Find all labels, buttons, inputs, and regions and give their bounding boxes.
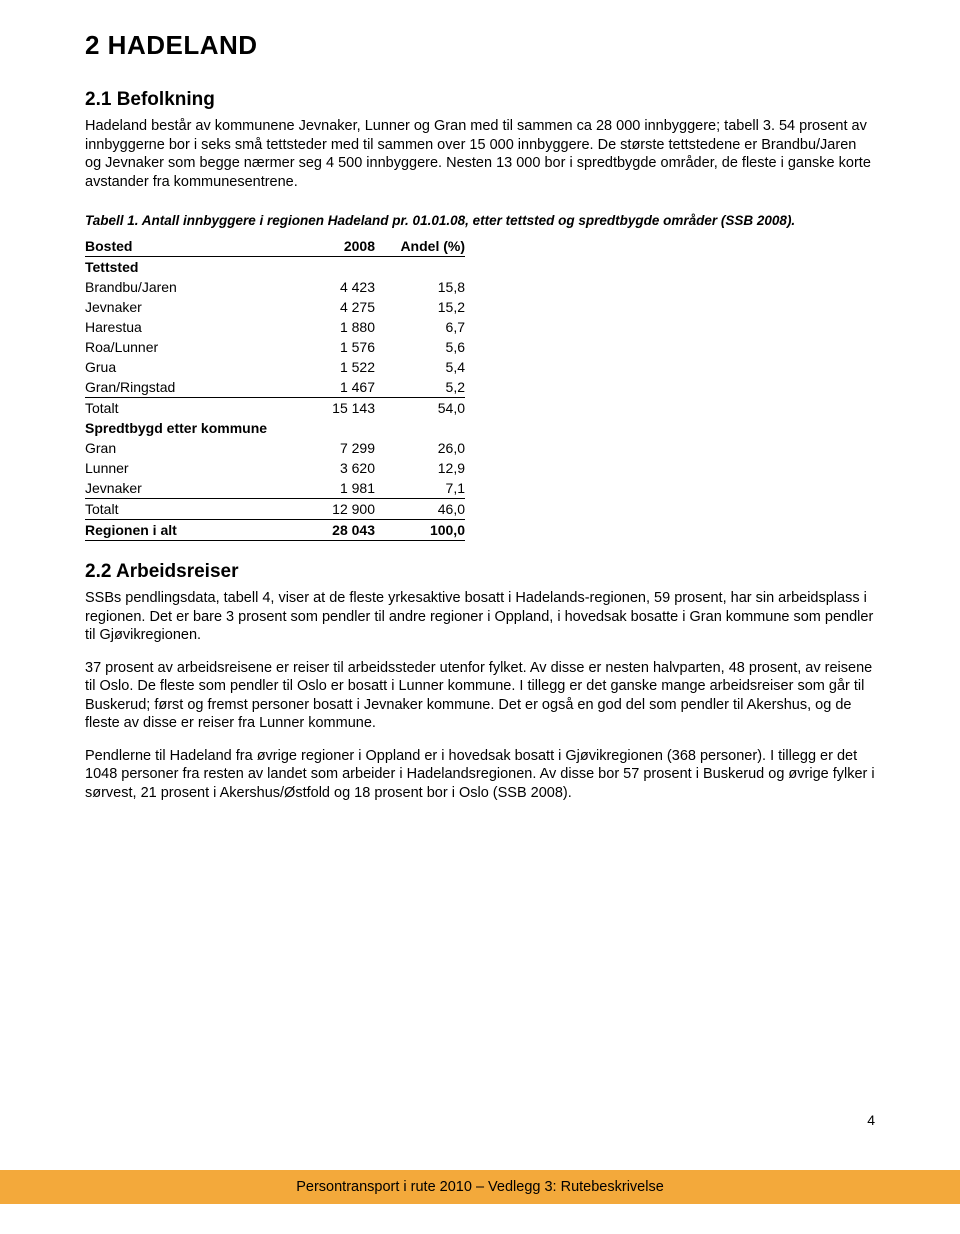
table-caption: Tabell 1. Antall innbyggere i regionen H… [85,213,875,230]
section-heading-befolkning: 2.1 Befolkning [85,89,875,111]
table-row: Grua 1 522 5,4 [85,357,465,377]
table-cell: 1 467 [295,377,375,398]
table-cell: Totalt [85,398,295,419]
table-header: Andel (%) [375,236,465,257]
table-cell [295,418,375,438]
table-cell [375,418,465,438]
section-heading-arbeidsreiser: 2.2 Arbeidsreiser [85,561,875,583]
table-header-row: Bosted 2008 Andel (%) [85,236,465,257]
table-cell [295,257,375,278]
paragraph: 37 prosent av arbeidsreisene er reiser t… [85,659,875,733]
table-row: Lunner 3 620 12,9 [85,458,465,478]
table-row: Gran/Ringstad 1 467 5,2 [85,377,465,398]
table-cell: 5,2 [375,377,465,398]
table-cell: Regionen i alt [85,520,295,541]
table-cell: Gran [85,438,295,458]
table-row: Jevnaker 4 275 15,2 [85,297,465,317]
table-befolkning: Bosted 2008 Andel (%) Tettsted Brandbu/J… [85,236,465,541]
table-total-row: Totalt 15 143 54,0 [85,398,465,419]
table-cell: 12,9 [375,458,465,478]
table-cell: 15,2 [375,297,465,317]
table-cell: Spredtbygd etter kommune [85,418,295,438]
table-cell: Totalt [85,499,295,520]
table-cell: 1 576 [295,337,375,357]
table-cell: 15 143 [295,398,375,419]
table-cell: 100,0 [375,520,465,541]
chapter-heading: 2 HADELAND [85,30,875,61]
table-cell: Jevnaker [85,297,295,317]
table-cell: 28 043 [295,520,375,541]
paragraph: Pendlerne til Hadeland fra øvrige region… [85,747,875,803]
table-section-row: Tettsted [85,257,465,278]
paragraph: SSBs pendlingsdata, tabell 4, viser at d… [85,589,875,645]
table-cell: 3 620 [295,458,375,478]
page-content: 2 HADELAND 2.1 Befolkning Hadeland bestå… [0,0,960,1170]
table-cell: Grua [85,357,295,377]
page-number: 4 [867,1112,875,1128]
table-cell: Harestua [85,317,295,337]
table-cell: 6,7 [375,317,465,337]
table-cell: 1 981 [295,478,375,499]
footer-text: Persontransport i rute 2010 – Vedlegg 3:… [296,1179,664,1195]
table-cell: 5,6 [375,337,465,357]
table-region-total-row: Regionen i alt 28 043 100,0 [85,520,465,541]
table-total-row: Totalt 12 900 46,0 [85,499,465,520]
table-row: Brandbu/Jaren 4 423 15,8 [85,277,465,297]
footer-bar: Persontransport i rute 2010 – Vedlegg 3:… [0,1170,960,1204]
table-cell: 12 900 [295,499,375,520]
table-cell: 46,0 [375,499,465,520]
table-cell: 1 880 [295,317,375,337]
paragraph: Hadeland består av kommunene Jevnaker, L… [85,117,875,191]
table-cell: Jevnaker [85,478,295,499]
table-cell: 1 522 [295,357,375,377]
table-row: Jevnaker 1 981 7,1 [85,478,465,499]
table-cell: 26,0 [375,438,465,458]
table-cell: Tettsted [85,257,295,278]
table-cell: Lunner [85,458,295,478]
table-cell: Gran/Ringstad [85,377,295,398]
table-cell: 4 275 [295,297,375,317]
table-cell: Roa/Lunner [85,337,295,357]
table-cell: Brandbu/Jaren [85,277,295,297]
table-header: 2008 [295,236,375,257]
table-cell [375,257,465,278]
table-cell: 54,0 [375,398,465,419]
table-cell: 7 299 [295,438,375,458]
table-row: Harestua 1 880 6,7 [85,317,465,337]
table-cell: 4 423 [295,277,375,297]
table-row: Gran 7 299 26,0 [85,438,465,458]
table-row: Roa/Lunner 1 576 5,6 [85,337,465,357]
table-cell: 7,1 [375,478,465,499]
table-cell: 15,8 [375,277,465,297]
table-header: Bosted [85,236,295,257]
table-section-row: Spredtbygd etter kommune [85,418,465,438]
table-cell: 5,4 [375,357,465,377]
